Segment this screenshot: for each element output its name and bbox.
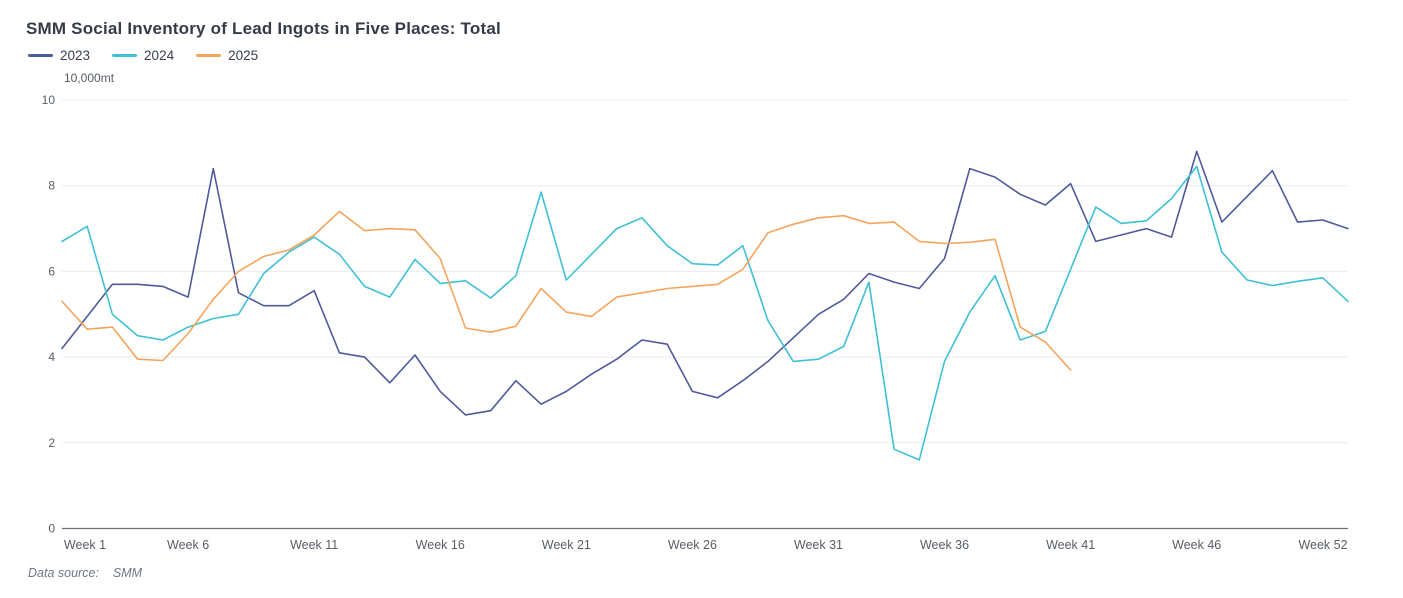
legend-item-2025[interactable]: 2025 — [196, 48, 258, 63]
x-tick-week-31: Week 31 — [794, 538, 843, 552]
legend-label-2025: 2025 — [228, 48, 259, 63]
x-tick-week-16: Week 16 — [416, 538, 465, 552]
y-axis-unit-label: 10,000mt — [64, 71, 115, 85]
legend-swatch-2024 — [112, 54, 138, 57]
y-tick-6: 6 — [48, 264, 55, 278]
y-tick-4: 4 — [48, 350, 55, 364]
x-tick-week-46: Week 46 — [1172, 538, 1221, 552]
x-tick-week-21: Week 21 — [542, 538, 591, 552]
legend-swatch-2023 — [28, 54, 53, 57]
x-tick-week-36: Week 36 — [920, 538, 969, 552]
series-line-2023[interactable] — [61, 150, 1349, 416]
x-tick-week-52: Week 52 — [1298, 538, 1347, 552]
legend: 2023 2024 2025 — [28, 48, 258, 63]
series-line-2025[interactable] — [61, 210, 1072, 371]
legend-label-2023: 2023 — [60, 48, 91, 63]
x-tick-week-6: Week 6 — [167, 538, 209, 552]
y-tick-0: 0 — [48, 522, 55, 536]
legend-swatch-2025 — [196, 54, 222, 57]
legend-item-2023[interactable]: 2023 — [28, 48, 90, 63]
data-source: Data source: SMM — [28, 566, 142, 580]
legend-label-2024: 2024 — [144, 48, 175, 63]
data-source-value: SMM — [112, 566, 143, 580]
y-tick-2: 2 — [48, 436, 55, 450]
legend-item-2024[interactable]: 2024 — [112, 48, 174, 63]
x-tick-week-41: Week 41 — [1046, 538, 1095, 552]
x-tick-week-26: Week 26 — [668, 538, 717, 552]
x-tick-week-1: Week 1 — [64, 538, 106, 552]
chart-title: SMM Social Inventory of Lead Ingots in F… — [26, 19, 501, 38]
series-line-2024[interactable] — [61, 165, 1349, 461]
y-tick-8: 8 — [48, 179, 55, 193]
y-tick-10: 10 — [42, 93, 56, 107]
data-source-label: Data source: — [28, 566, 99, 580]
x-tick-week-11: Week 11 — [290, 538, 338, 552]
